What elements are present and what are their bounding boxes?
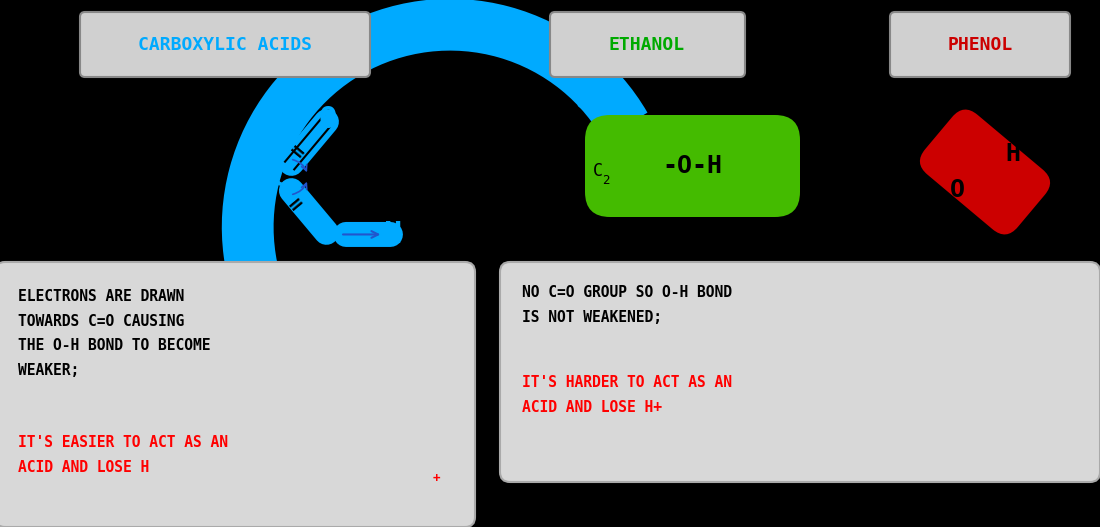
Text: +: + xyxy=(433,472,440,485)
FancyBboxPatch shape xyxy=(500,262,1100,482)
Text: PHENOL: PHENOL xyxy=(947,35,1013,54)
Text: NO C=O GROUP SO O-H BOND
IS NOT WEAKENED;: NO C=O GROUP SO O-H BOND IS NOT WEAKENED… xyxy=(522,285,732,325)
Text: H: H xyxy=(1005,142,1021,166)
Text: H: H xyxy=(384,220,403,249)
Text: C: C xyxy=(271,162,289,191)
Text: =: = xyxy=(284,141,308,166)
Text: =: = xyxy=(284,191,308,216)
Text: O: O xyxy=(319,220,338,249)
Text: 2: 2 xyxy=(603,173,609,187)
FancyBboxPatch shape xyxy=(585,115,800,217)
Text: ELECTRONS ARE DRAWN
TOWARDS C=O CAUSING
THE O-H BOND TO BECOME
WEAKER;: ELECTRONS ARE DRAWN TOWARDS C=O CAUSING … xyxy=(18,289,210,378)
Text: -O-H: -O-H xyxy=(662,154,723,178)
Text: O: O xyxy=(949,178,965,202)
FancyBboxPatch shape xyxy=(80,12,370,77)
FancyBboxPatch shape xyxy=(0,262,475,527)
Text: CARBOXYLIC ACIDS: CARBOXYLIC ACIDS xyxy=(138,35,312,54)
Text: O: O xyxy=(319,105,338,134)
Text: C: C xyxy=(593,162,603,180)
FancyBboxPatch shape xyxy=(920,110,1050,235)
FancyBboxPatch shape xyxy=(550,12,745,77)
Text: ETHANOL: ETHANOL xyxy=(609,35,685,54)
Text: IT'S HARDER TO ACT AS AN
ACID AND LOSE H+: IT'S HARDER TO ACT AS AN ACID AND LOSE H… xyxy=(522,375,732,415)
FancyBboxPatch shape xyxy=(890,12,1070,77)
Text: IT'S EASIER TO ACT AS AN
ACID AND LOSE H: IT'S EASIER TO ACT AS AN ACID AND LOSE H xyxy=(18,435,228,475)
